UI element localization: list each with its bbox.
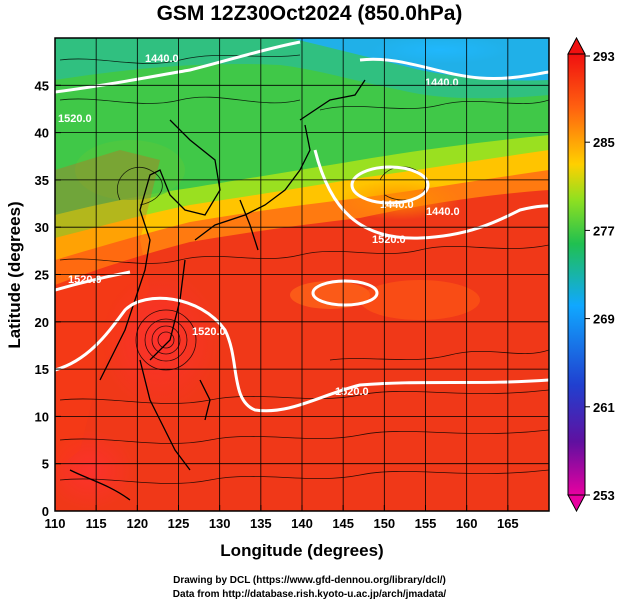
colorbar-bottom-arrow [567,494,586,513]
y-tick-label: 35 [35,173,49,188]
x-tick-label: 155 [415,516,437,531]
x-tick-label: 110 [45,516,66,531]
colorbar: 293 285 277 269 261 253 [567,36,615,513]
contour-label: 1440.0 [380,199,414,211]
y-tick-label: 30 [35,220,49,235]
contour-label: 1520.0 [58,113,92,125]
contour-label: 1520.0 [68,274,102,286]
colorbar-tick-label: 293 [593,49,615,64]
contour-label: 1440.0 [425,77,459,89]
chart-title: GSM 12Z30Oct2024 (850.0hPa) [156,2,463,25]
y-tick-label: 40 [35,126,49,141]
plot-frame [54,37,550,512]
colorbar-tick-label: 261 [593,400,615,415]
colorbar-tick-label: 277 [593,223,615,238]
contour-label: 1520.0 [372,234,406,246]
x-axis-label: Longitude (degrees) [220,541,383,560]
contour-label: 1520.0 [192,326,226,338]
x-tick-label: 120 [126,516,148,531]
contour-label: 1440.0 [426,206,460,218]
colorbar-tick-label: 253 [593,488,615,503]
x-tick-label: 160 [456,516,478,531]
y-tick-label: 15 [35,362,49,377]
colorbar-bar [567,53,586,496]
x-tick-label: 135 [250,516,272,531]
x-tick-label: 125 [168,516,190,531]
colorbar-tick-label: 269 [593,312,615,327]
y-tick-label: 20 [35,315,49,330]
y-tick-label: 10 [35,409,49,424]
colorbar-tick-label: 285 [593,135,615,150]
x-tick-label: 165 [497,516,519,531]
colorbar-ticks: 293 285 277 269 261 253 [585,49,615,503]
contour-label: 1520.0 [335,386,369,398]
x-axis-ticks: 110 115 120 125 130 135 140 145 150 155 160 165 [45,505,519,531]
contour-label: 1440.0 [145,53,179,65]
y-tick-label: 25 [35,268,49,283]
credit-data: Data from http://database.rish.kyoto-u.a… [172,589,447,600]
x-tick-label: 145 [332,516,354,531]
colorbar-top-arrow [567,36,586,55]
y-axis-ticks: 0 5 10 15 20 25 30 35 40 45 [35,78,61,519]
credit-drawing: Drawing by DCL (https://www.gfd-dennou.o… [173,575,446,586]
y-axis-label: Latitude (degrees) [5,201,24,348]
streamlines [59,54,549,484]
y-tick-label: 45 [35,78,49,93]
y-tick-label: 0 [42,504,49,519]
x-tick-label: 130 [209,516,231,531]
credits: Drawing by DCL (https://www.gfd-dennou.o… [0,574,619,602]
x-tick-label: 140 [291,516,313,531]
y-tick-label: 5 [42,457,49,472]
contour-labels: 1440.0 1440.0 1440.0 1520.0 1520.0 1520.… [58,53,460,398]
x-tick-label: 150 [373,516,395,531]
x-tick-label: 115 [86,516,107,531]
